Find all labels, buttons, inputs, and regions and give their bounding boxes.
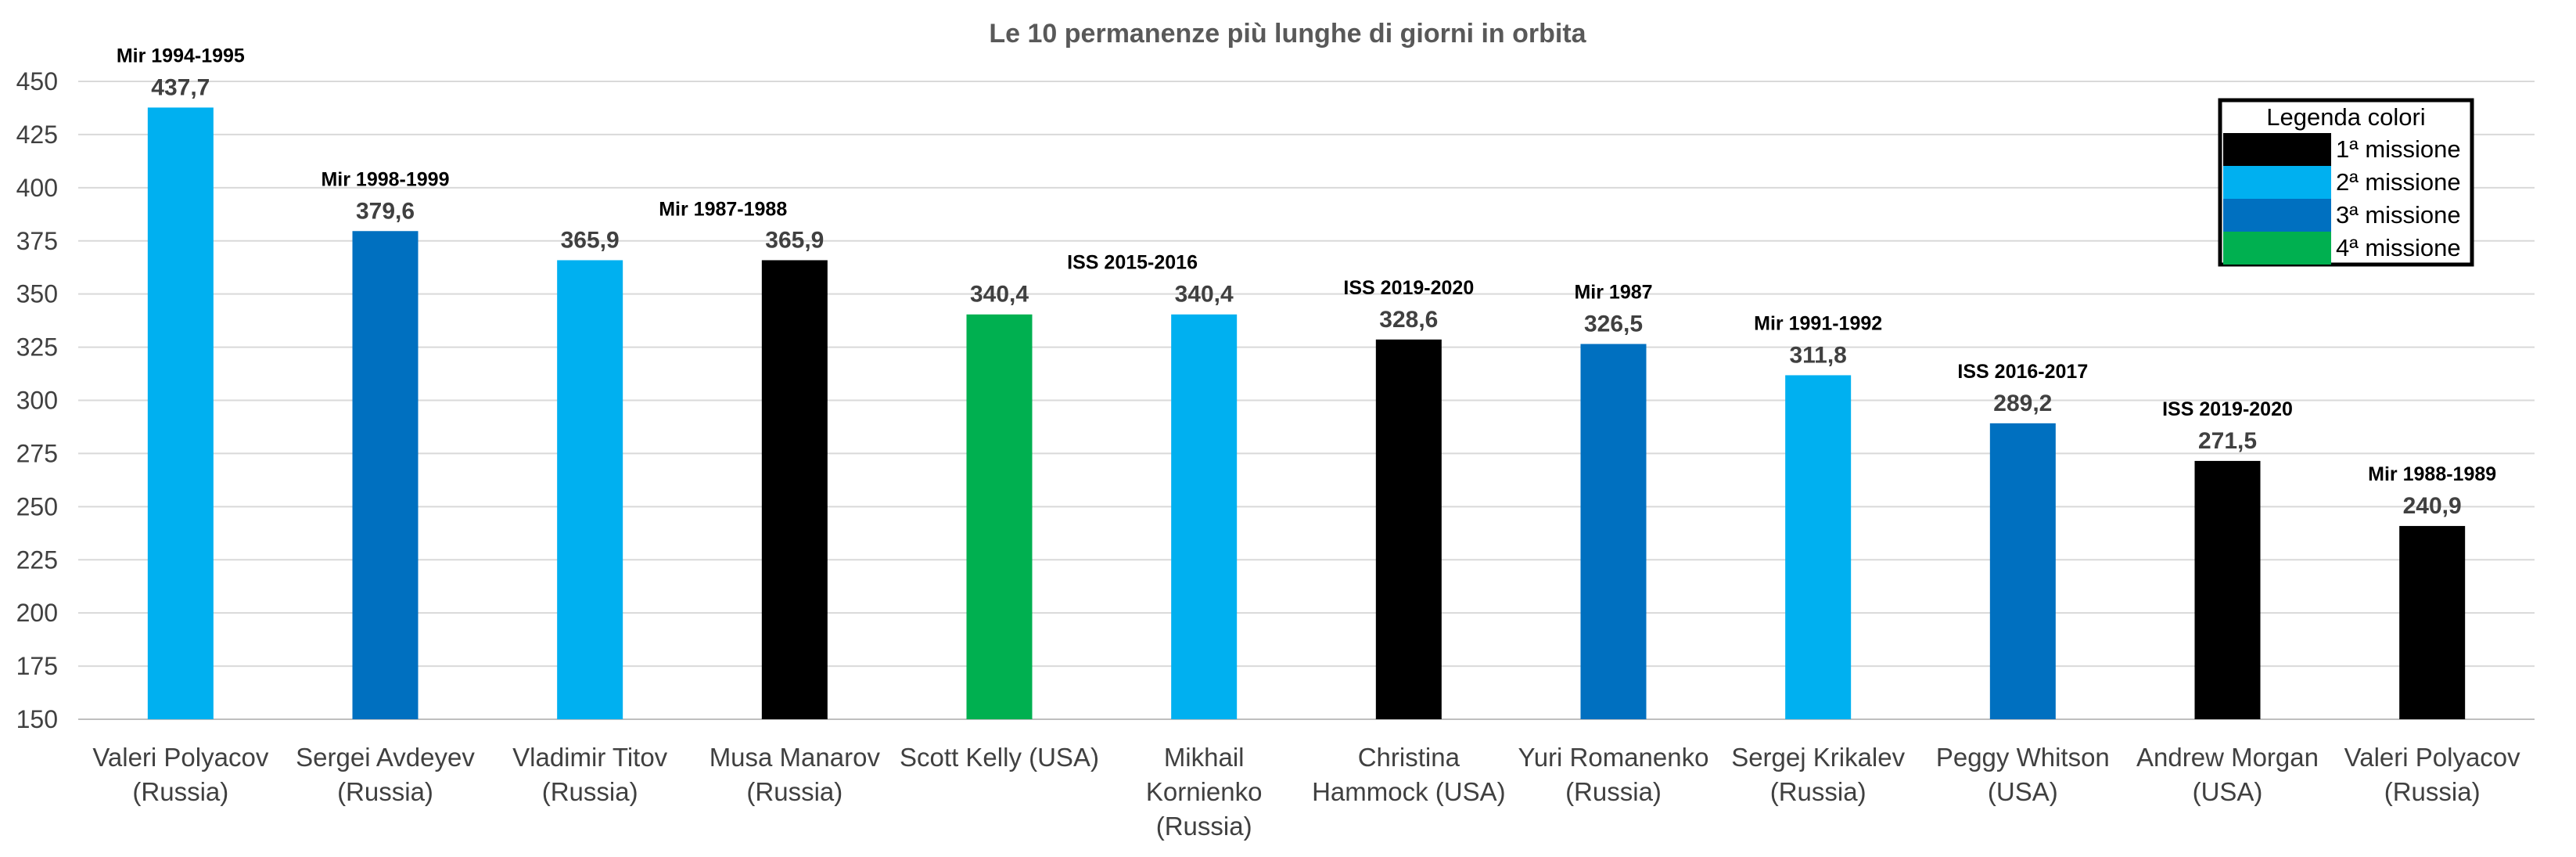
y-tick-label: 275: [16, 439, 58, 467]
mission-label: Mir 1998-1999: [321, 168, 449, 190]
bar: [352, 231, 419, 720]
bar-value-label: 311,8: [1789, 342, 1846, 368]
bar-value-label: 340,4: [970, 282, 1029, 308]
y-tick-label: 150: [16, 705, 58, 733]
bar: [966, 314, 1033, 719]
y-tick-label: 400: [16, 174, 58, 202]
bar-value-label: 365,9: [561, 227, 620, 253]
x-tick-label: Valeri Polyacov: [92, 743, 268, 772]
x-tick-label: (Russia): [746, 777, 842, 806]
bar-value-label: 328,6: [1379, 307, 1438, 333]
mission-label: Mir 1987: [1574, 282, 1652, 304]
x-tick-label: (USA): [1988, 777, 2058, 806]
bar-value-label: 365,9: [765, 227, 824, 253]
legend-swatch: [2223, 232, 2331, 265]
y-tick-label: 225: [16, 546, 58, 574]
x-tick-label: Peggy Whitson: [1936, 743, 2110, 772]
legend-entry-label: 3ª missione: [2336, 201, 2461, 229]
legend-title: Legenda colori: [2266, 103, 2425, 131]
y-tick-label: 250: [16, 492, 58, 520]
bar-value-label: 379,6: [356, 198, 415, 224]
bar: [557, 260, 623, 719]
x-tick-label: (Russia): [337, 777, 433, 806]
legend-swatch: [2223, 199, 2331, 232]
mission-label: ISS 2016-2017: [1957, 361, 2088, 383]
legend-entry-label: 4ª missione: [2336, 234, 2461, 261]
x-tick-label: Yuri Romanenko: [1518, 743, 1709, 772]
x-tick-label: Scott Kelly (USA): [900, 743, 1099, 772]
bar-value-label: 437,7: [151, 74, 210, 100]
mission-label: ISS 2019-2020: [2162, 398, 2293, 420]
y-tick-label: 350: [16, 280, 58, 308]
chart-title: Le 10 permanenze più lunghe di giorni in…: [989, 19, 1586, 49]
mission-label: ISS 2019-2020: [1343, 277, 1474, 299]
bar: [2194, 460, 2261, 719]
y-tick-label: 325: [16, 333, 58, 362]
y-tick-label: 200: [16, 599, 58, 627]
bar: [147, 107, 214, 720]
legend-swatch: [2223, 166, 2331, 199]
x-tick-label: (Russia): [1156, 812, 1252, 841]
x-tick-label: (Russia): [2384, 777, 2481, 806]
mission-label: Mir 1991-1992: [1754, 312, 1882, 334]
x-tick-label: Christina: [1358, 743, 1460, 772]
x-tick-label: (Russia): [1565, 777, 1662, 806]
y-tick-label: 425: [16, 121, 58, 149]
bar: [1580, 344, 1647, 719]
bar: [761, 260, 828, 719]
bar-value-label: 240,9: [2403, 493, 2462, 519]
legend-entry-label: 1ª missione: [2336, 135, 2461, 163]
x-tick-label: Vladimir Titov: [512, 743, 668, 772]
x-tick-label: (Russia): [542, 777, 638, 806]
y-tick-label: 450: [16, 67, 58, 95]
x-tick-label: Andrew Morgan: [2136, 743, 2319, 772]
bar-value-label: 289,2: [1993, 391, 2052, 416]
legend-entry-label: 2ª missione: [2336, 168, 2461, 196]
bar-value-label: 326,5: [1584, 311, 1643, 337]
bar-value-label: 271,5: [2198, 428, 2257, 454]
bar-value-label: 340,4: [1175, 282, 1234, 308]
legend: Legenda colori 1ª missione 2ª missione 3ª m…: [2218, 98, 2474, 267]
x-tick-label: Musa Manarov: [710, 743, 881, 772]
y-tick-label: 300: [16, 387, 58, 415]
x-tick-label: (USA): [2193, 777, 2263, 806]
bar: [1785, 375, 1852, 719]
y-tick-label: 375: [16, 227, 58, 255]
bar: [2399, 526, 2466, 719]
mission-label: ISS 2015-2016: [1067, 252, 1198, 274]
x-tick-label: Sergei Avdeyev: [296, 743, 475, 772]
x-tick-label: Hammock (USA): [1312, 777, 1506, 806]
bar: [1171, 314, 1238, 719]
x-tick-label: Kornienko: [1146, 777, 1263, 806]
y-tick-label: 175: [16, 652, 58, 680]
x-tick-label: Mikhail: [1164, 743, 1245, 772]
mission-label: Mir 1987-1988: [659, 198, 787, 220]
x-tick-label: (Russia): [1770, 777, 1866, 806]
bar: [1375, 339, 1442, 719]
x-tick-label: (Russia): [132, 777, 228, 806]
bar: [1989, 423, 2056, 719]
mission-label: Mir 1988-1989: [2368, 463, 2496, 485]
legend-swatch: [2223, 133, 2331, 166]
x-tick-label: Valeri Polyacov: [2344, 743, 2520, 772]
mission-label: Mir 1994-1995: [117, 45, 245, 67]
x-tick-label: Sergej Krikalev: [1731, 743, 1905, 772]
